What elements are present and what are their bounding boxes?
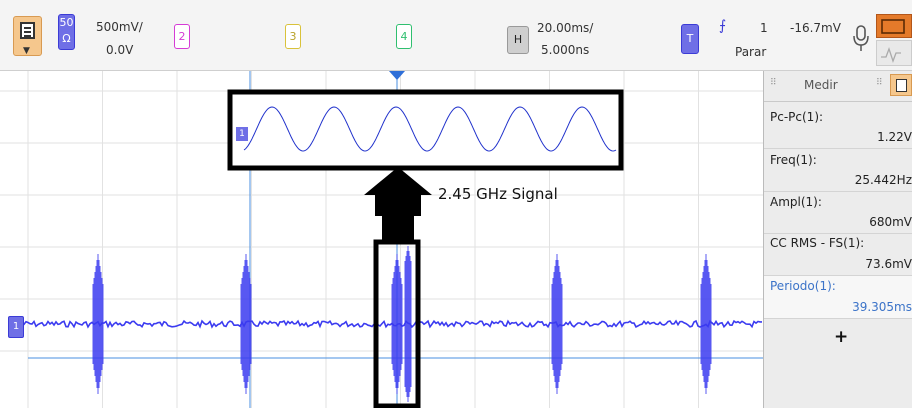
channel-3-button[interactable]: 3 [285, 24, 301, 49]
measurement-label[interactable]: Pc-Pc(1): [770, 110, 824, 124]
ch1-offset[interactable]: 0.0V [106, 43, 134, 57]
annotation-arrow [364, 167, 432, 216]
channel-1-trace [21, 319, 762, 329]
waveform-view-button[interactable] [876, 40, 912, 66]
divider [764, 191, 912, 192]
chevron-down-icon: ▼ [23, 46, 30, 56]
trigger-edge-icon[interactable]: ⨍ [719, 18, 727, 34]
divider [764, 318, 912, 319]
signal-burst [700, 254, 712, 394]
add-measurement-button[interactable]: + [834, 327, 849, 347]
drag-handle-icon[interactable]: ⠿ [876, 78, 883, 88]
time-offset[interactable]: 5.000ns [541, 43, 590, 57]
horizontal-button[interactable]: H [507, 26, 529, 54]
menu-icon [20, 22, 35, 39]
measurement-panel: ⠿ Medir ⠿ Pc-Pc(1): 1.22V Freq(1): 25.44… [764, 71, 912, 408]
time-scale[interactable]: 20.00ms/ [537, 21, 594, 35]
channel-2-button[interactable]: 2 [174, 24, 190, 49]
run-state[interactable]: Parar [735, 45, 767, 59]
measurement-label[interactable]: Freq(1): [770, 153, 817, 167]
ch1-impedance-value: 50 [59, 16, 74, 29]
measurement-panel-header: ⠿ Medir ⠿ [764, 71, 912, 102]
toolbar: ▼ 50 Ω 500mV/ 0.0V 2 3 4 H 20.00ms/ 5.00… [0, 0, 912, 71]
waveform-icon [881, 47, 901, 63]
measurement-selected-row[interactable] [764, 276, 912, 318]
measurement-value: 25.442Hz [854, 173, 912, 187]
ch1-impedance-badge[interactable]: 50 Ω [58, 14, 75, 50]
drag-handle-icon[interactable]: ⠿ [770, 78, 777, 88]
display-mode-button[interactable] [876, 14, 912, 38]
trigger-source[interactable]: 1 [760, 21, 768, 35]
waveform-display[interactable]: 1 1 2.45 GHz Signal [0, 71, 764, 408]
inset-channel-marker: 1 [236, 127, 248, 141]
display-window-icon [881, 19, 905, 34]
divider [764, 233, 912, 234]
measurement-value: 73.6mV [865, 257, 912, 271]
channel-1-offset-marker[interactable]: 1 [8, 316, 24, 338]
measurement-value: 1.22V [877, 130, 912, 144]
channel-4-button[interactable]: 4 [396, 24, 412, 49]
panel-menu-button[interactable] [890, 74, 912, 96]
signal-burst [404, 246, 412, 402]
signal-annotation: 2.45 GHz Signal [438, 185, 558, 203]
annotation-arrow-shaft [382, 195, 414, 242]
menu-icon [896, 79, 907, 92]
signal-burst [391, 254, 403, 394]
signal-burst [551, 254, 563, 394]
tab-medir[interactable]: Medir [804, 78, 838, 92]
zoomed-sine-trace [243, 106, 617, 152]
main-menu-button[interactable]: ▼ [13, 16, 42, 56]
measurement-label[interactable]: Ampl(1): [770, 195, 822, 209]
measurement-value: 680mV [869, 215, 912, 229]
measurement-value: 39.305ms [852, 300, 912, 314]
zoom-inset-box [227, 89, 624, 171]
trigger-button[interactable]: T [681, 24, 699, 54]
signal-burst [240, 254, 252, 394]
waveform-grid [0, 71, 763, 408]
trigger-level[interactable]: -16.7mV [790, 21, 841, 35]
divider [764, 148, 912, 149]
measurement-label[interactable]: CC RMS - FS(1): [770, 236, 865, 250]
ch1-impedance-unit: Ω [62, 32, 71, 45]
measurement-label[interactable]: Periodo(1): [770, 279, 836, 293]
microphone-icon[interactable] [852, 24, 870, 54]
signal-burst [92, 254, 104, 394]
ch1-scale[interactable]: 500mV/ [96, 20, 143, 34]
trigger-position-marker [389, 71, 405, 80]
divider [764, 275, 912, 276]
